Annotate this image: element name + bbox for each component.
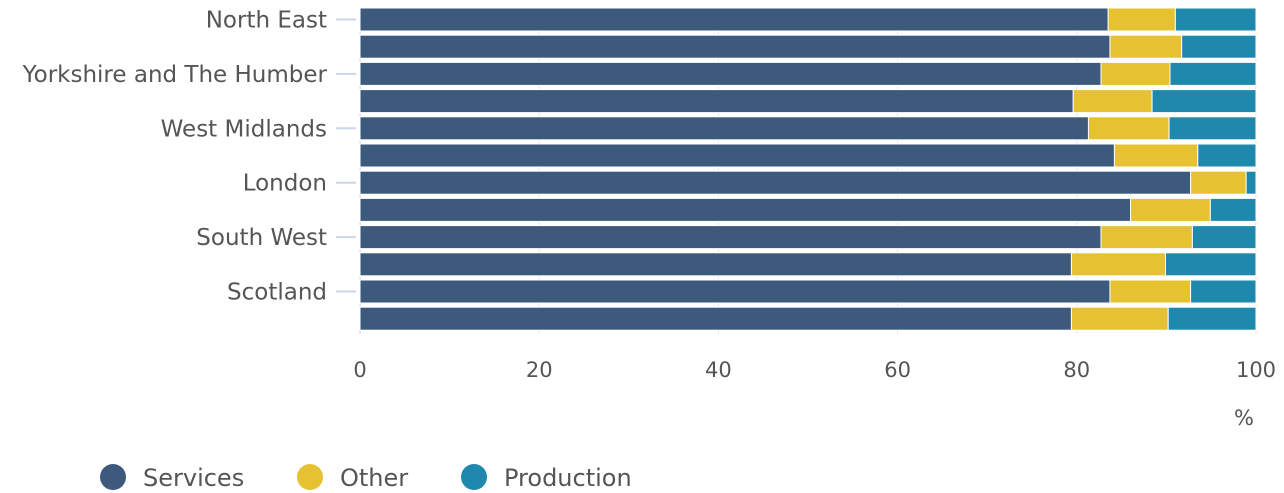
bar-other-row-9	[1070, 252, 1167, 277]
bar-production-row-8	[1191, 225, 1257, 250]
bar-other-row-2	[1100, 61, 1171, 86]
bar-other-row-11	[1070, 306, 1169, 331]
category-labels: North East Yorkshire and The Humber West M…	[22, 8, 356, 306]
x-axis-unit-label: %	[1234, 406, 1254, 430]
x-tick-label: 80	[1063, 358, 1090, 382]
bar-other-row-8	[1100, 225, 1193, 250]
bar-other-row-4	[1087, 116, 1170, 141]
legend-swatch	[297, 464, 323, 490]
bar-other-row-3	[1072, 89, 1153, 114]
legend-swatch	[100, 464, 126, 490]
bar-other-row-6	[1190, 170, 1247, 195]
bar-production-row-1	[1181, 34, 1257, 59]
legend-item-production[interactable]: Production	[461, 464, 632, 492]
legend-item-other[interactable]: Other	[297, 464, 408, 492]
category-label: North East	[206, 8, 327, 34]
bar-services-row-9	[359, 252, 1072, 277]
bar-other-row-0	[1107, 7, 1176, 32]
bar-production-row-9	[1165, 252, 1257, 277]
bar-services-row-11	[359, 306, 1072, 331]
category-label: Scotland	[227, 280, 327, 306]
bar-services-row-2	[359, 61, 1102, 86]
bar-production-row-5	[1197, 143, 1257, 168]
bar-production-row-7	[1209, 197, 1257, 222]
bar-production-row-2	[1169, 61, 1257, 86]
legend-swatch	[461, 464, 487, 490]
category-label: West Midlands	[161, 116, 327, 142]
bar-services-row-7	[359, 197, 1132, 222]
x-tick-label: 0	[353, 358, 366, 382]
category-label: Yorkshire and The Humber	[22, 62, 328, 88]
bar-services-row-10	[359, 279, 1111, 304]
bar-production-row-6	[1245, 170, 1257, 195]
bar-services-row-0	[359, 7, 1109, 32]
legend: Services Other Production	[100, 464, 632, 492]
legend-label: Production	[504, 464, 632, 492]
x-tick-label: 20	[526, 358, 553, 382]
x-tick-label: 100	[1236, 358, 1276, 382]
x-tick-label: 60	[884, 358, 911, 382]
bar-production-row-11	[1167, 306, 1257, 331]
bar-other-row-1	[1109, 34, 1183, 59]
x-tick-label: 40	[705, 358, 732, 382]
bar-services-row-1	[359, 34, 1111, 59]
bar-other-row-5	[1113, 143, 1199, 168]
bar-production-row-3	[1151, 89, 1257, 114]
bars	[359, 7, 1257, 331]
legend-label: Services	[143, 464, 244, 492]
bar-services-row-8	[359, 225, 1102, 250]
bar-services-row-5	[359, 143, 1115, 168]
legend-item-services[interactable]: Services	[100, 464, 244, 492]
x-axis-ticks: 0 20 40 60 80 100	[353, 358, 1276, 382]
category-label: South West	[196, 225, 327, 251]
bar-other-row-7	[1130, 197, 1211, 222]
bar-production-row-10	[1190, 279, 1257, 304]
legend-label: Other	[340, 464, 408, 492]
bar-production-row-0	[1174, 7, 1257, 32]
bar-other-row-10	[1109, 279, 1192, 304]
bar-production-row-4	[1168, 116, 1257, 141]
bar-services-row-6	[359, 170, 1192, 195]
bar-services-row-3	[359, 89, 1074, 114]
bar-services-row-4	[359, 116, 1089, 141]
category-label: London	[243, 171, 327, 197]
